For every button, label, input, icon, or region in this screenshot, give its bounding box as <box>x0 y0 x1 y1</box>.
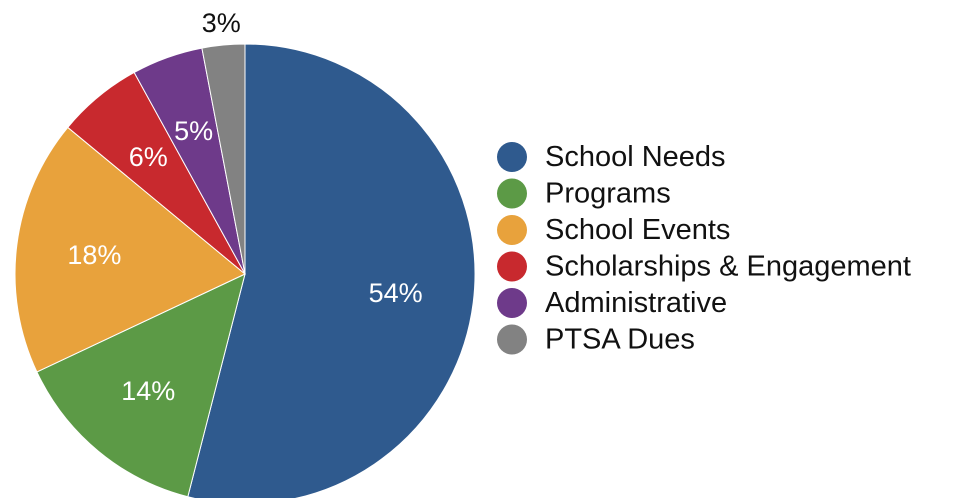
legend-label: Programs <box>545 178 671 210</box>
legend-label: Scholarships & Engagement <box>545 251 911 283</box>
legend-swatch <box>497 251 527 282</box>
legend-item-scholarships-and-engagement: Scholarships & Engagement <box>497 251 911 283</box>
legend: School Needs Programs School Events Scholar… <box>497 141 911 356</box>
data-label-school-events: 18% <box>67 240 121 270</box>
legend-label: School Needs <box>545 141 726 173</box>
data-label-ptsa-dues: 3% <box>202 8 241 38</box>
pie-slice-school-needs <box>187 43 476 503</box>
legend-swatch <box>497 215 527 245</box>
data-label-programs: 14% <box>121 376 175 406</box>
data-label-administrative: 5% <box>174 116 213 146</box>
legend-item-school-events: School Events <box>497 214 730 246</box>
legend-swatch <box>497 178 527 209</box>
pie-slices <box>14 43 476 503</box>
legend-label: School Events <box>545 214 730 246</box>
legend-swatch <box>497 324 527 355</box>
legend-item-school-needs: School Needs <box>497 141 726 173</box>
legend-item-programs: Programs <box>497 178 671 210</box>
pie-data-labels: 54% 14% 18% 6%5% 3% <box>67 8 422 406</box>
legend-swatch <box>497 288 527 318</box>
pie-slice-school-events <box>14 126 246 373</box>
pie-slice-programs <box>36 273 246 498</box>
legend-item-ptsa-dues: PTSA Dues <box>497 324 695 356</box>
pie-slice-ptsa-dues <box>201 43 246 275</box>
legend-label: Administrative <box>545 287 727 319</box>
legend-label: PTSA Dues <box>545 324 695 356</box>
data-label-school-needs: 54% <box>369 278 423 308</box>
legend-swatch <box>497 142 527 172</box>
legend-item-administrative: Administrative <box>497 287 727 319</box>
data-label-scholarships-and-engagement: 6% <box>129 142 168 172</box>
